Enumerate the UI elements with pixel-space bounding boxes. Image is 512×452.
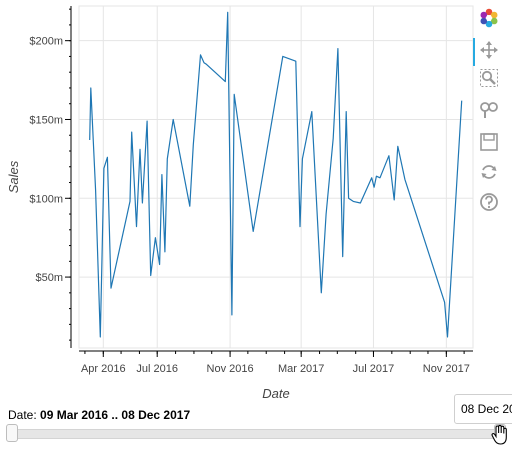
- data-point: [106, 156, 108, 158]
- data-point: [129, 200, 131, 202]
- data-point: [203, 62, 205, 64]
- y-tick-label: $200m: [29, 36, 63, 48]
- x-tick-label: Jul 2017: [353, 363, 395, 375]
- data-point: [90, 87, 92, 89]
- data-point: [227, 11, 229, 13]
- box-zoom-icon[interactable]: [477, 66, 501, 90]
- data-point: [332, 137, 334, 139]
- data-point: [446, 336, 448, 338]
- x-tick-label: Jul 2016: [136, 363, 178, 375]
- data-point: [199, 54, 201, 56]
- reset-icon[interactable]: [477, 160, 501, 184]
- x-tick-label: Nov 2017: [423, 363, 470, 375]
- plot-toolbar: [473, 4, 505, 224]
- data-point: [172, 118, 174, 120]
- data-point: [337, 47, 339, 49]
- data-point: [375, 175, 377, 177]
- data-point: [158, 263, 160, 265]
- sales-series-line: [89, 11, 463, 338]
- data-point: [359, 202, 361, 204]
- slider-start-handle[interactable]: [6, 424, 18, 442]
- pan-icon[interactable]: [477, 38, 501, 62]
- x-tick-label: Nov 2016: [207, 363, 254, 375]
- data-point: [110, 287, 112, 289]
- data-point: [154, 236, 156, 238]
- data-point: [131, 131, 133, 133]
- data-point: [352, 200, 354, 202]
- data-point: [103, 167, 105, 169]
- data-point: [205, 63, 207, 65]
- data-point: [345, 110, 347, 112]
- data-point: [141, 202, 143, 204]
- help-icon[interactable]: [477, 190, 501, 214]
- data-point: [164, 251, 166, 253]
- x-tick-label: Mar 2017: [278, 363, 324, 375]
- y-axis-title: Sales: [6, 160, 21, 193]
- data-point: [397, 145, 399, 147]
- y-tick-label: $150m: [29, 114, 63, 126]
- x-tick-label: Apr 2016: [81, 363, 126, 375]
- data-point: [282, 55, 284, 57]
- bokeh-logo-icon[interactable]: [477, 6, 501, 30]
- data-point: [299, 225, 301, 227]
- x-axis-title: Date: [262, 386, 289, 400]
- data-point: [149, 274, 151, 276]
- data-point: [388, 155, 390, 157]
- slider-range-value: 09 Mar 2016 .. 08 Dec 2017: [40, 408, 191, 422]
- data-point: [379, 177, 381, 179]
- data-point: [252, 230, 254, 232]
- y-tick-label: $100m: [29, 193, 63, 205]
- sales-line-chart[interactable]: $50m $100m $150m $200m Apr 2016 Jul 2016 Nov …: [0, 0, 512, 400]
- slider-value-tooltip: 08 Dec 2017: [454, 394, 512, 424]
- data-point: [320, 292, 322, 294]
- slider-title: Date: 09 Mar 2016 .. 08 Dec 2017: [8, 408, 190, 422]
- data-point: [135, 225, 137, 227]
- save-icon[interactable]: [477, 130, 501, 154]
- hand-cursor-icon: [491, 424, 507, 445]
- slider-title-prefix: Date:: [8, 408, 41, 422]
- data-point: [166, 158, 168, 160]
- data-point: [161, 173, 163, 175]
- data-point: [231, 314, 233, 316]
- data-point: [301, 158, 303, 160]
- data-point: [311, 110, 313, 112]
- series-layer: [88, 11, 463, 338]
- data-point: [341, 255, 343, 257]
- data-point: [146, 120, 148, 122]
- data-point: [224, 80, 226, 82]
- y-axis: $50m $100m $150m $200m: [29, 6, 72, 348]
- wheel-zoom-icon[interactable]: [477, 98, 501, 122]
- x-axis: Apr 2016 Jul 2016 Nov 2016 Mar 2017 Jul 2017…: [79, 350, 473, 375]
- date-range-slider-track[interactable]: [6, 429, 506, 439]
- plot-frame: [78, 5, 474, 349]
- data-point: [139, 148, 141, 150]
- data-point: [443, 301, 445, 303]
- data-point: [325, 213, 327, 215]
- grid-lines: [79, 6, 473, 348]
- data-point: [373, 186, 375, 188]
- data-point: [295, 60, 297, 62]
- data-point: [393, 199, 395, 201]
- data-point: [370, 177, 372, 179]
- data-point: [233, 93, 235, 95]
- data-point: [189, 205, 191, 207]
- y-tick-label: $50m: [35, 272, 63, 284]
- data-point: [347, 197, 349, 199]
- data-point: [404, 178, 406, 180]
- data-point: [88, 139, 90, 141]
- active-tool-indicator: [473, 38, 475, 66]
- data-point: [461, 99, 463, 101]
- data-point: [94, 189, 96, 191]
- data-point: [99, 336, 101, 338]
- data-point: [192, 143, 194, 145]
